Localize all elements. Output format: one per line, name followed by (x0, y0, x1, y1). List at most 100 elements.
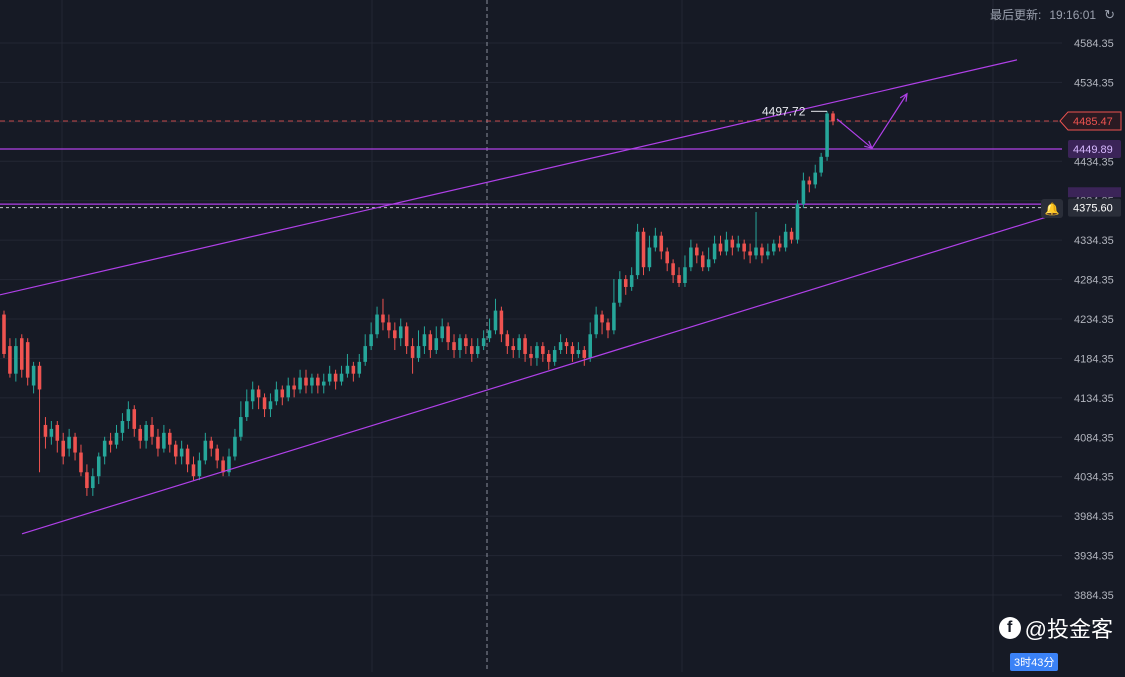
candle (44, 417, 48, 449)
candle (79, 445, 83, 477)
candle (162, 425, 166, 453)
candle (606, 318, 610, 338)
candle-body (8, 346, 12, 374)
candle (731, 236, 735, 256)
candle (50, 421, 54, 445)
candle (754, 212, 758, 259)
candle (8, 338, 12, 377)
candle (20, 334, 24, 377)
candle (488, 318, 492, 342)
arrow-head-up (900, 94, 907, 102)
candle (523, 334, 527, 362)
candle-body (340, 374, 344, 382)
candle (310, 374, 314, 394)
candle (648, 236, 652, 271)
candle (340, 366, 344, 386)
candle-body (808, 180, 812, 184)
candle-body (363, 346, 367, 362)
candle (654, 228, 658, 252)
candle (446, 322, 450, 350)
candle (636, 224, 640, 279)
candle-body (180, 449, 184, 457)
candle-body (20, 338, 24, 370)
candle (132, 405, 136, 437)
candle-body (381, 315, 385, 323)
y-tick-label: 4434.35 (1074, 156, 1114, 168)
candle (618, 271, 622, 306)
y-tick-label: 4184.35 (1074, 353, 1114, 365)
candle-body (204, 441, 208, 461)
candle (32, 362, 36, 394)
candle (707, 248, 711, 272)
candle-body (369, 334, 373, 346)
candle-body (275, 389, 279, 401)
candle (14, 338, 18, 381)
candle-body (245, 401, 249, 417)
candle-body (660, 236, 664, 252)
candle-body (304, 378, 308, 386)
candle (742, 240, 746, 260)
candle (565, 338, 569, 354)
candle-body (565, 342, 569, 346)
candle-body (209, 441, 213, 449)
candle-body (79, 453, 83, 473)
candle (577, 342, 581, 358)
candle-body (772, 244, 776, 252)
candle-body (144, 425, 148, 441)
candle-body (517, 338, 521, 350)
y-tick-label: 4584.35 (1074, 38, 1114, 50)
candle (748, 244, 752, 264)
candle-body (648, 248, 652, 268)
candle-body (186, 449, 190, 465)
candle-body (56, 425, 60, 441)
candle-body (281, 389, 285, 397)
y-tick-label: 4334.35 (1074, 235, 1114, 247)
y-tick-label: 4234.35 (1074, 314, 1114, 326)
candle-body (393, 330, 397, 338)
candle (452, 334, 456, 358)
candle-body (316, 378, 320, 386)
candle (772, 240, 776, 256)
candle-body (600, 315, 604, 323)
y-tick-label: 4284.35 (1074, 275, 1114, 287)
candle-body (292, 386, 296, 390)
candle (103, 437, 107, 465)
candle (695, 244, 699, 264)
candle-body (434, 338, 438, 350)
candle-body (417, 346, 421, 358)
alert-bell-icon[interactable]: 🔔 (1041, 199, 1063, 218)
candle (352, 362, 356, 382)
candle (221, 456, 225, 476)
candle (819, 153, 823, 177)
candle (363, 334, 367, 366)
candle-body (198, 460, 202, 476)
candle (263, 393, 267, 417)
price-label-current: 4485.47 (1060, 112, 1121, 130)
candle-body (26, 342, 30, 377)
y-tick-label: 4084.35 (1074, 432, 1114, 444)
refresh-icon[interactable]: ↻ (1104, 7, 1115, 23)
candle-body (405, 326, 409, 346)
candle-body (701, 255, 705, 267)
candle-body (115, 433, 119, 445)
candle (683, 255, 687, 287)
candle-body (73, 437, 77, 453)
candle (127, 401, 131, 429)
candle (121, 413, 125, 441)
candle (26, 338, 30, 385)
candle-body (50, 429, 54, 437)
candle (381, 299, 385, 331)
candle (316, 374, 320, 394)
candle (736, 236, 740, 252)
candle-body (594, 315, 598, 335)
candle (583, 346, 587, 366)
candle-body (636, 232, 640, 275)
peak-annotation: 4497.72 (762, 104, 806, 118)
candle (233, 429, 237, 461)
candle-body (642, 232, 646, 267)
candle-body (375, 315, 379, 335)
candle (689, 240, 693, 272)
candle-body (731, 240, 735, 248)
